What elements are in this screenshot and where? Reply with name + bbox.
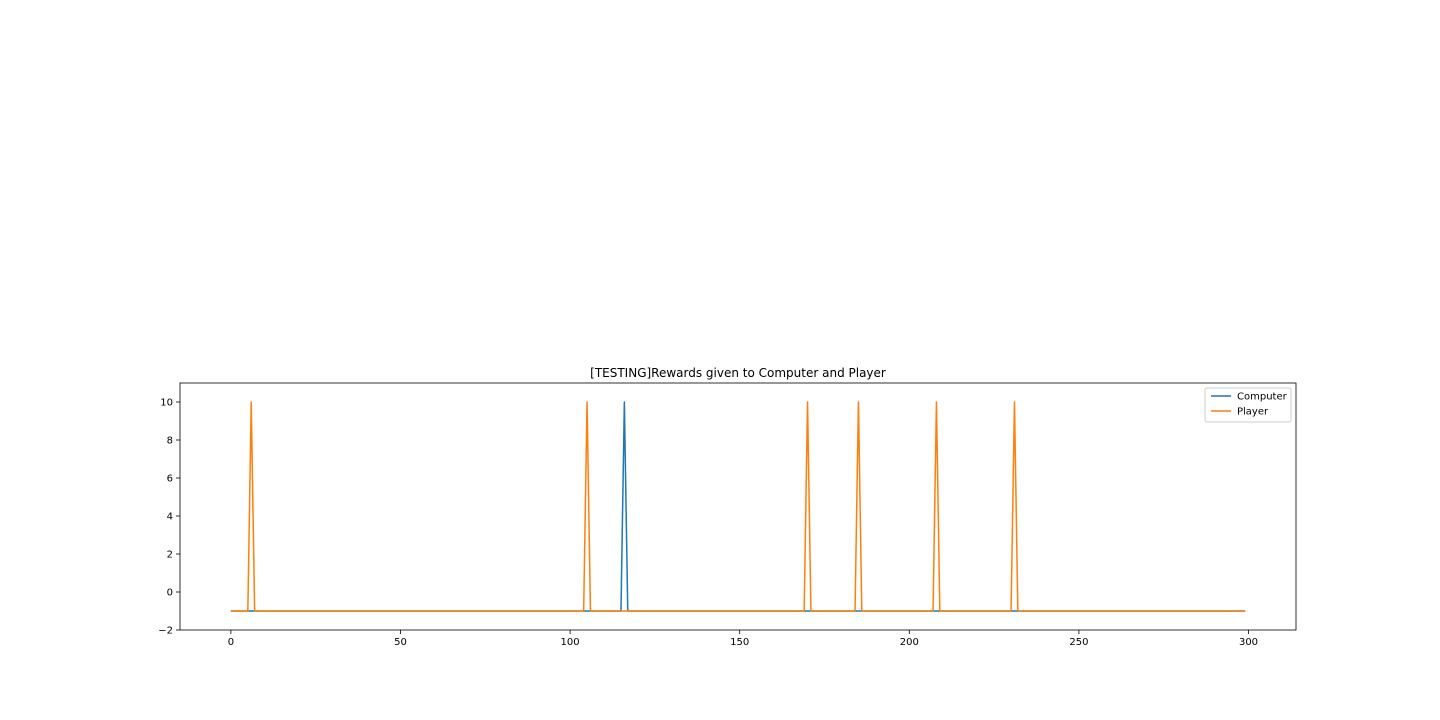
y-tick-label: 0 [167,588,173,599]
y-tick-label: 10 [160,398,173,409]
legend: Computer Player [1204,387,1292,423]
series-line-player [230,401,1246,612]
y-tick-label: 6 [167,474,173,485]
x-tick-label: 0 [228,637,234,648]
x-tick-label: 200 [900,637,919,648]
plot-area: 0 50 100 150 200 250 300 −2 0 2 4 6 8 10 [158,382,1297,648]
x-tick-label: 300 [1239,637,1258,648]
y-tick-label: 4 [167,512,173,523]
legend-label-player: Player [1237,407,1269,418]
x-tick-label: 250 [1069,637,1088,648]
y-tick-label: 2 [167,550,173,561]
y-tick-label: −2 [158,626,173,637]
series-line-computer [230,401,1246,612]
x-tick-label: 50 [394,637,407,648]
chart-title: [TESTING]Rewards given to Computer and P… [590,366,886,380]
axes-frame [179,382,1297,631]
legend-label-computer: Computer [1237,392,1288,403]
x-tick-label: 150 [730,637,749,648]
y-tick-label: 8 [167,436,173,447]
x-tick-label: 100 [561,637,580,648]
